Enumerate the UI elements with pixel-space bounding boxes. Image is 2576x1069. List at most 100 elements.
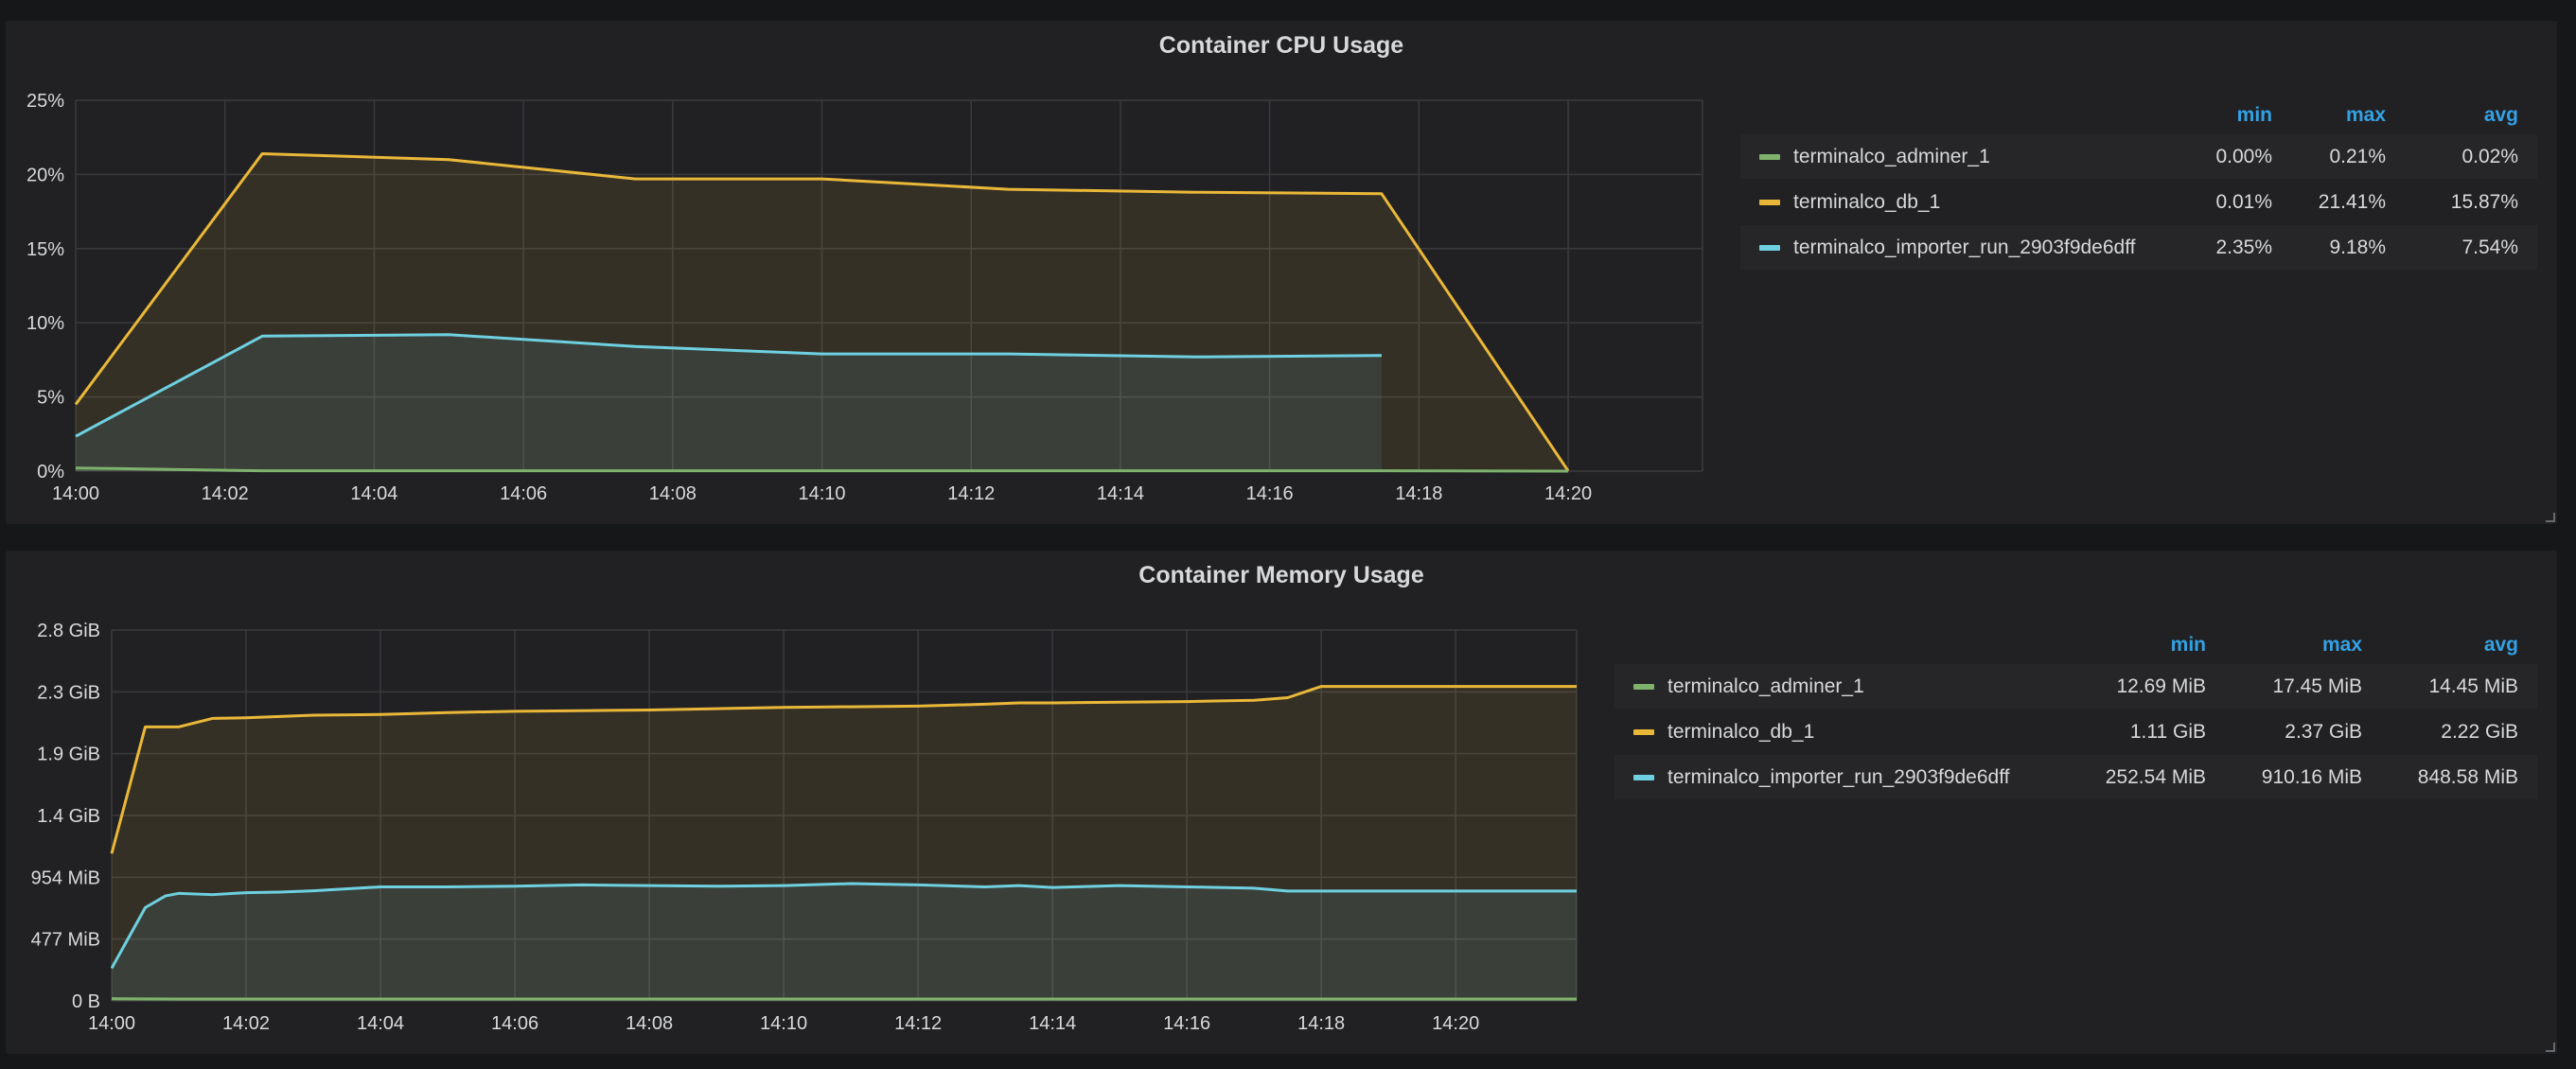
y-tick-label: 2.3 GiB <box>37 682 100 703</box>
x-tick-label: 14:10 <box>799 483 846 504</box>
legend-max-value: 21.41% <box>2318 190 2386 213</box>
legend-header-min[interactable]: min <box>2236 104 2272 126</box>
legend-min-value: 252.54 MiB <box>2105 765 2206 788</box>
x-tick-label: 14:00 <box>52 483 99 504</box>
y-tick-label: 0 B <box>72 991 100 1012</box>
legend-item[interactable]: terminalco_db_1 0.01% 21.41% 15.87% <box>1740 180 2537 224</box>
legend-min-value: 12.69 MiB <box>2116 675 2206 697</box>
cpu-legend: min max avg terminalco_adminer_1 0.00% 0.21% 0… <box>1740 96 2537 271</box>
legend-item[interactable]: terminalco_importer_run_2903f9de6dff 2.35… <box>1740 225 2537 270</box>
memory-usage-chart[interactable]: 0 B 477 MiB 954 MiB 1.4 GiB 1.9 GiB 2.3 GiB 2.… <box>6 551 2557 1054</box>
panel-resize-handle[interactable] <box>2546 513 2555 522</box>
legend-avg-value: 7.54% <box>2461 236 2518 258</box>
legend-item[interactable]: terminalco_importer_run_2903f9de6dff 252.… <box>1614 755 2537 799</box>
legend-header: min max avg <box>1614 626 2537 664</box>
y-tick-label: 954 MiB <box>31 867 100 888</box>
y-tick-label: 477 MiB <box>31 930 100 951</box>
panel-title[interactable]: Container CPU Usage <box>1158 32 1404 59</box>
x-tick-label: 14:04 <box>357 1013 404 1034</box>
x-tick-label: 14:14 <box>1097 483 1144 504</box>
legend-header-avg[interactable]: avg <box>2483 104 2518 126</box>
x-tick-label: 14:20 <box>1432 1013 1479 1034</box>
series-line-terminalco_importer_run_2903f9de6dff[interactable] <box>75 333 1382 438</box>
series-line-terminalco_adminer_1[interactable] <box>75 466 1569 473</box>
y-tick-label: 25% <box>26 91 64 112</box>
y-tick-label: 5% <box>37 388 64 409</box>
legend-series-name[interactable]: terminalco_importer_run_2903f9de6dff <box>1667 765 2010 788</box>
x-tick-label: 14:18 <box>1395 483 1442 504</box>
x-tick-label: 14:12 <box>894 1013 942 1034</box>
x-tick-label: 14:06 <box>491 1013 538 1034</box>
y-tick-label: 20% <box>26 165 64 185</box>
panel-resize-handle[interactable] <box>2546 1043 2555 1052</box>
grid <box>111 629 1578 1002</box>
legend-color-swatch[interactable] <box>1633 728 1654 735</box>
series-line-terminalco_importer_run_2903f9de6dff[interactable] <box>110 882 1577 970</box>
legend-avg-value: 15.87% <box>2450 190 2518 213</box>
legend-series-name[interactable]: terminalco_importer_run_2903f9de6dff <box>1793 236 2136 258</box>
memory-usage-panel: Container Memory Usage 0 B 477 MiB 954 MiB… <box>6 551 2557 1054</box>
y-tick-label: 0% <box>37 462 64 482</box>
legend-max-value: 0.21% <box>2329 145 2386 167</box>
legend-color-swatch[interactable] <box>1759 199 1780 205</box>
x-tick-label: 14:16 <box>1246 483 1294 504</box>
x-tick-label: 14:08 <box>649 483 697 504</box>
series-area-terminalco_db_1 <box>112 686 1577 1001</box>
legend-series-name[interactable]: terminalco_db_1 <box>1667 720 1815 743</box>
x-tick-label: 14:04 <box>350 483 397 504</box>
y-tick-label: 10% <box>26 313 64 334</box>
legend-item[interactable]: terminalco_adminer_1 0.00% 0.21% 0.02% <box>1740 134 2537 179</box>
y-tick-label: 15% <box>26 239 64 260</box>
x-tick-label: 14:00 <box>88 1013 135 1034</box>
x-tick-label: 14:14 <box>1029 1013 1076 1034</box>
legend-color-swatch[interactable] <box>1633 683 1654 690</box>
series-area-terminalco_db_1 <box>76 153 1569 471</box>
legend-max-value: 17.45 MiB <box>2272 675 2362 697</box>
legend-series-name[interactable]: terminalco_adminer_1 <box>1793 145 1990 167</box>
legend-color-swatch[interactable] <box>1759 153 1780 160</box>
legend-color-swatch[interactable] <box>1759 244 1780 251</box>
legend-series-name[interactable]: terminalco_adminer_1 <box>1667 675 1864 697</box>
legend-header: min max avg <box>1740 96 2537 134</box>
legend-max-value: 910.16 MiB <box>2261 765 2362 788</box>
legend-avg-value: 2.22 GiB <box>2441 720 2518 743</box>
legend-item[interactable]: terminalco_db_1 1.11 GiB 2.37 GiB 2.22 GiB <box>1614 710 2537 754</box>
x-tick-label: 14:08 <box>626 1013 673 1034</box>
legend-series-name[interactable]: terminalco_db_1 <box>1793 190 1941 213</box>
legend-max-value: 2.37 GiB <box>2285 720 2362 743</box>
legend-min-value: 2.35% <box>2215 236 2272 258</box>
grid <box>75 99 1703 472</box>
legend-color-swatch[interactable] <box>1633 774 1654 780</box>
x-tick-label: 14:20 <box>1544 483 1592 504</box>
x-tick-label: 14:16 <box>1163 1013 1210 1034</box>
legend-header-avg[interactable]: avg <box>2483 634 2518 656</box>
legend-header-min[interactable]: min <box>2170 634 2206 656</box>
y-tick-label: 2.8 GiB <box>37 621 100 641</box>
memory-legend: min max avg terminalco_adminer_1 12.69 MiB 17… <box>1614 626 2537 800</box>
series-line-terminalco_db_1[interactable] <box>110 685 1577 854</box>
legend-min-value: 0.00% <box>2215 145 2272 167</box>
x-tick-label: 14:06 <box>500 483 547 504</box>
legend-item[interactable]: terminalco_adminer_1 12.69 MiB 17.45 MiB 14… <box>1614 664 2537 709</box>
x-tick-label: 14:10 <box>760 1013 807 1034</box>
y-tick-label: 1.9 GiB <box>37 745 100 765</box>
x-tick-label: 14:02 <box>222 1013 270 1034</box>
cpu-usage-chart[interactable]: 0% 5% 10% 15% 20% 25% 14:00 14:02 14:04 14:06 14:0… <box>6 21 2557 524</box>
legend-min-value: 1.11 GiB <box>2129 720 2206 743</box>
legend-avg-value: 848.58 MiB <box>2417 765 2518 788</box>
legend-max-value: 9.18% <box>2329 236 2386 258</box>
series-line-terminalco_db_1[interactable] <box>74 151 1570 472</box>
legend-header-max[interactable]: max <box>2345 104 2386 126</box>
cpu-usage-panel: Container CPU Usage 0% 5% 10% 15% 20% 25% 14:0… <box>6 21 2557 524</box>
legend-header-max[interactable]: max <box>2321 634 2362 656</box>
legend-avg-value: 14.45 MiB <box>2428 675 2518 697</box>
legend-avg-value: 0.02% <box>2461 145 2518 167</box>
x-tick-label: 14:02 <box>202 483 249 504</box>
series-area-terminalco_importer_run_2903f9de6dff <box>112 884 1577 1001</box>
series-area-terminalco_importer_run_2903f9de6dff <box>76 334 1382 471</box>
x-tick-label: 14:12 <box>947 483 995 504</box>
y-tick-label: 1.4 GiB <box>37 806 100 827</box>
x-tick-label: 14:18 <box>1297 1013 1345 1034</box>
legend-min-value: 0.01% <box>2215 190 2272 213</box>
panel-title[interactable]: Container Memory Usage <box>1138 562 1424 588</box>
